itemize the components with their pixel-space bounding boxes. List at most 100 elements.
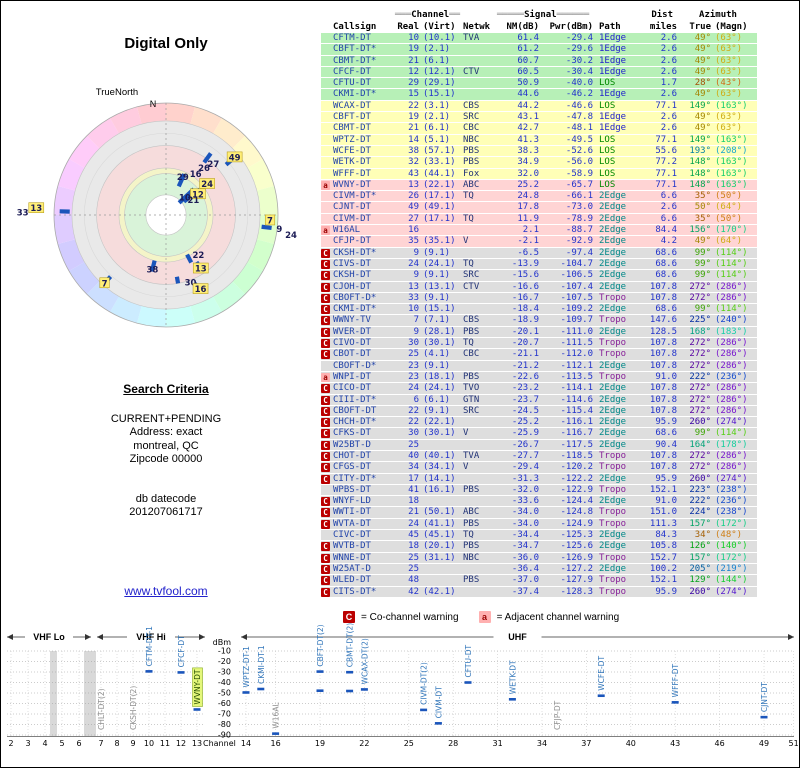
cell-path: 2Edge: [599, 496, 627, 507]
svg-text:-80: -80: [218, 720, 231, 729]
svg-text:-40: -40: [218, 678, 231, 687]
station-row: C CFKS-DT 30 (30.1) V -25.9 -116.7 2Edge 68.6 99°…: [321, 428, 757, 440]
cell-virt: (6.1): [423, 394, 451, 405]
cell-true: 35°: [694, 213, 711, 224]
warning-cell: a: [321, 225, 333, 237]
svg-text:CJNT-DT: CJNT-DT: [760, 682, 769, 712]
cell-real: 24: [408, 383, 419, 394]
cell-dist: 90.4: [655, 439, 677, 450]
station-label: WFFF-DT: [671, 664, 680, 698]
cell-real: 15: [408, 89, 419, 100]
svg-text:CKSH-DT(2): CKSH-DT(2): [129, 686, 138, 730]
cell-nm: -13.9: [511, 258, 539, 269]
station-row: CFTU-DT 29 (29.1) 50.9 -40.0 LOS 1.7 28° (43°): [321, 78, 757, 90]
cell-netwk: TQ: [463, 530, 474, 541]
svg-text:UHF: UHF: [508, 632, 527, 642]
adjacent-channel-warning-text: = Adjacent channel warning: [496, 611, 620, 623]
cell-path: Tropo: [599, 371, 627, 382]
co-channel-warning-badge: C: [321, 429, 330, 439]
cell-magn: (238°): [715, 507, 748, 518]
cell-magn: (286°): [715, 394, 748, 405]
cell-path: LOS: [599, 100, 616, 111]
cell-real: 30: [408, 428, 419, 439]
cell-dist: 77.1: [655, 100, 677, 111]
cell-virt: (49.1): [423, 202, 456, 213]
dist-group-header: Dist: [651, 10, 673, 20]
svg-text:5: 5: [59, 739, 64, 748]
cell-path: 1Edge: [599, 33, 627, 43]
co-channel-warning-badge: C: [321, 474, 330, 484]
cell-nm: 44.2: [517, 100, 539, 111]
cell-dist: 55.6: [655, 145, 677, 156]
cell-true: 205°: [689, 563, 711, 574]
warning-cell: C: [321, 406, 333, 418]
cell-pwr: -111.5: [560, 338, 593, 349]
cell-path: Tropo: [599, 450, 627, 461]
cell-real: 25: [408, 439, 419, 450]
cell-nm: 25.2: [517, 179, 539, 190]
station-row: C CBOT-DT 25 (4.1) CBC -21.1 -112.0 Tropo 107.8 2…: [321, 349, 757, 361]
cell-magn: (286°): [715, 292, 748, 303]
cell-magn: (48°): [715, 530, 743, 541]
co-channel-warning-badge: C: [321, 271, 330, 281]
svg-text:16: 16: [190, 170, 202, 180]
cell-dist: 77.1: [655, 168, 677, 179]
co-channel-warning-badge: C: [321, 384, 330, 394]
svg-text:10: 10: [179, 193, 191, 203]
station-row: C CIVS-DT 24 (24.1) TQ -13.9 -104.7 2Edge 68.6 99…: [321, 258, 757, 271]
cell-nm: -23.2: [511, 383, 539, 394]
cell-dist: 107.8: [649, 383, 677, 394]
cell-path: 2Edge: [599, 428, 627, 439]
cell-virt: (42.1): [423, 586, 456, 597]
cell-path: Tropo: [599, 507, 627, 518]
cell-netwk: PBS: [463, 484, 480, 495]
cell-callsign: W25BT-D: [333, 439, 371, 450]
warning-cell: [321, 89, 333, 100]
station-row: C CITS-DT* 42 (42.1) -37.4 -128.3 Tropo 95.9 260…: [321, 586, 757, 598]
warning-cell: C: [321, 462, 333, 474]
cell-dist: 95.9: [655, 586, 677, 597]
cell-path: 2Edge: [599, 383, 627, 394]
cell-pwr: -124.9: [560, 518, 593, 529]
svg-text:13: 13: [195, 265, 207, 275]
cell-magn: (63°): [715, 89, 743, 100]
cell-nm: 44.6: [517, 89, 539, 100]
warning-cell: [321, 361, 333, 372]
cell-true: 222°: [689, 496, 711, 507]
station-row: C WWNY-TV 7 (7.1) CBS -18.9 -109.7 Tropo 147.6 22…: [321, 315, 757, 327]
cell-dist: 77.1: [655, 179, 677, 190]
cell-true: 156°: [689, 225, 711, 236]
cell-callsign: CIVS-DT: [333, 258, 371, 269]
cell-dist: 151.0: [649, 507, 677, 518]
station-row: C WVER-DT 9 (28.1) PBS -20.1 -111.0 2Edge 128.5 1…: [321, 326, 757, 339]
warning-cell: [321, 485, 333, 496]
cell-dist: 2.6: [660, 66, 677, 77]
svg-text:WCAX-DT(2): WCAX-DT(2): [360, 638, 369, 684]
cell-virt: (30.1): [423, 338, 456, 349]
db-datecode: db datecode 201207061717: [1, 493, 331, 520]
cell-netwk: NBC: [463, 552, 480, 563]
svg-text:CFTU-DT: CFTU-DT: [464, 645, 473, 678]
cell-netwk: CBC: [463, 123, 480, 134]
cell-virt: (41.1): [423, 518, 456, 529]
station-row: C WWTI-DT 21 (50.1) ABC -34.0 -124.8 Tropo 151.0…: [321, 507, 757, 519]
warning-cell: [321, 214, 333, 225]
tvfool-link[interactable]: www.tvfool.com: [124, 584, 208, 598]
svg-text:11: 11: [160, 739, 170, 748]
station-row: C CKMI-DT* 10 (15.1) -18.4 -109.2 2Edge 68.6 99°…: [321, 304, 757, 316]
cell-netwk: PBS: [463, 326, 480, 337]
cell-virt: (29.1): [423, 78, 456, 89]
db-datecode-value: 201207061717: [129, 506, 203, 518]
cell-callsign: CIVM-DT*: [333, 191, 377, 202]
cell-callsign: WFFF-DT: [333, 168, 371, 179]
cell-real: 13: [408, 281, 419, 292]
cell-netwk: SRC: [463, 405, 480, 416]
cell-netwk: PBS: [463, 575, 480, 586]
cell-nm: -34.0: [511, 507, 539, 518]
cell-pwr: -106.5: [560, 270, 593, 281]
co-channel-warning-icon: C: [343, 611, 355, 623]
cell-real: 25: [408, 552, 419, 563]
cell-callsign: WNPI-DT: [333, 371, 371, 382]
warning-cell: C: [321, 440, 333, 452]
station-label: WPTZ-DT-1: [242, 646, 251, 688]
